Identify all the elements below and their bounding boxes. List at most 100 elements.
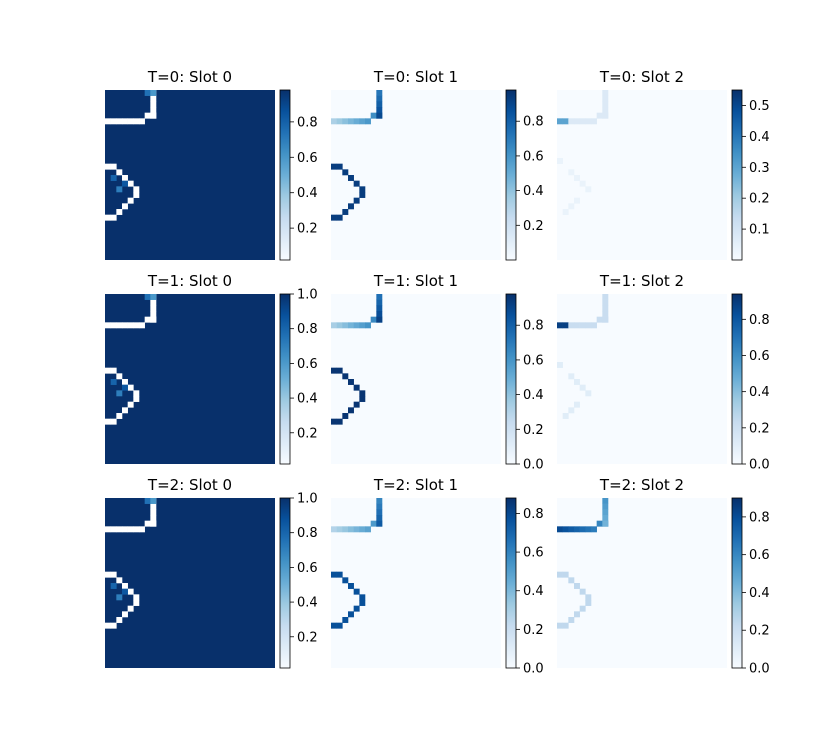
heatmap-cell [150,509,157,516]
heatmap-cell [336,367,343,374]
colorbar-tick-label: 0.0 [749,458,770,473]
heatmap-cell [602,498,609,504]
heatmap-cell [574,322,580,329]
colorbar-tick-label: 0.2 [749,624,770,639]
colorbar-tick-label: 0.6 [749,548,770,563]
panel-title: T=1: Slot 1 [373,272,458,290]
colorbar-tick-label: 0.3 [749,161,770,176]
heatmap-cell [574,197,580,204]
heatmap-cell [353,588,360,595]
colorbar-tick-label: 0.8 [297,322,318,337]
heatmap-cell [122,611,128,618]
colorbar-tick-label: 0.2 [297,426,318,441]
heatmap-cell [359,526,366,533]
panel: T=2: Slot 0 0.2 0.4 0.6 0.8 1.0 [105,476,318,669]
heatmap-cell [348,379,354,385]
heatmap-cell [331,526,337,533]
heatmap-background [331,90,501,260]
heatmap-cell [110,379,117,385]
heatmap-cell [353,526,360,533]
colorbar-tick-label: 0.8 [523,115,544,130]
heatmap-cell [376,112,383,119]
heatmap-cell [116,186,123,193]
colorbar-tick-label: 0.0 [749,662,770,677]
heatmap-cell [110,583,117,589]
colorbar-tick-label: 0.6 [297,151,318,166]
heatmap-cell [557,362,563,368]
heatmap-background [331,498,501,668]
heatmap-cell [116,577,123,584]
heatmap-cell [579,384,586,391]
heatmap-cell [585,594,592,601]
heatmap-cell [348,203,354,210]
heatmap-cell [150,112,157,119]
heatmap-cell [562,118,569,125]
heatmap-cell [562,526,569,533]
colorbar-tick-label: 0.4 [749,586,770,601]
colorbar-tick-label: 0.6 [297,561,318,576]
colorbar-tick-label: 0.6 [523,353,544,368]
heatmap-cell [557,571,563,578]
heatmap-cell [359,390,366,397]
heatmap-cell [376,509,383,516]
heatmap-cell [585,390,592,397]
heatmap-cell [110,118,117,125]
colorbar [279,89,291,261]
colorbar-tick-label: 0.2 [523,219,544,234]
heatmap-cell [127,384,134,391]
heatmap-cell [359,594,366,601]
heatmap-cell [144,498,151,504]
heatmap-cell [348,583,354,589]
heatmap-cell [110,418,117,425]
heatmap-cell [348,175,354,181]
heatmap-cell [133,118,140,125]
heatmap-cell [359,396,366,402]
heatmap-cell [353,384,360,391]
heatmap-cell [568,322,575,329]
heatmap-cell [127,322,134,329]
heatmap-cell [336,622,343,629]
heatmap-cell [562,622,569,629]
heatmap-cell [579,118,586,125]
heatmap-cell [353,180,360,187]
heatmap-cell [348,322,354,329]
heatmap-cell [376,101,383,108]
heatmap-cell [602,112,609,119]
heatmap-cell [133,192,140,198]
heatmap-cell [342,118,349,125]
heatmap-cell [602,503,609,510]
heatmap-cell [116,390,123,397]
heatmap-cell [150,498,157,504]
heatmap-cell [150,299,157,306]
heatmap-cell [602,515,609,521]
heatmap-cell [122,588,128,595]
heatmap-cell [591,322,597,329]
heatmap-cell [127,401,134,408]
heatmap-cell [331,571,337,578]
heatmap-cell [568,617,575,623]
heatmap-cell [596,520,603,527]
panel: T=0: Slot 0 0.2 0.4 0.6 0.8 [105,68,318,261]
heatmap-cell [122,583,128,589]
colorbar [731,497,743,669]
heatmap-cell [133,186,140,193]
colorbar [279,497,291,669]
heatmap-cell [105,571,111,578]
colorbar-tick-label: 0.4 [523,184,544,199]
heatmap-cell [562,571,569,578]
colorbar-tick-label: 0.6 [297,357,318,372]
colorbar-tick-label: 1.0 [297,492,318,507]
heatmap-cell [127,605,134,612]
heatmap-cell [110,175,117,181]
heatmap-cell [122,379,128,385]
heatmap-cell [122,322,128,329]
colorbar-tick-label: 0.5 [749,99,770,114]
heatmap-cell [139,118,145,125]
heatmap-cell [365,322,371,329]
colorbar-tick-label: 0.6 [523,546,544,561]
colorbar-tick-label: 0.0 [523,458,544,473]
heatmap-cell [602,316,609,323]
heatmap-cell [568,169,575,176]
colorbar [279,293,291,465]
colorbar-tick-label: 0.4 [523,388,544,403]
